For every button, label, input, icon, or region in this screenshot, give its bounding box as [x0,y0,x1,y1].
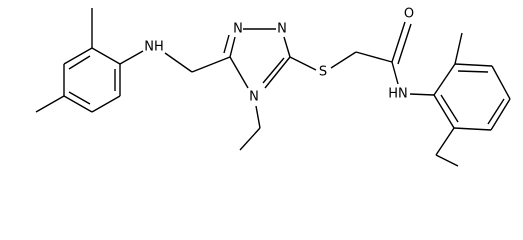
bond [63,95,93,113]
atom-label: O [404,7,414,22]
bond [164,52,193,73]
atom-label: HN [388,87,408,102]
bond [68,91,91,105]
bond [91,47,121,65]
bond [289,56,317,71]
bond [283,36,291,58]
bond [91,95,121,113]
bond [391,61,399,85]
atom-label: N [277,22,287,37]
bond [435,127,455,156]
bond [409,93,435,96]
bond [264,56,291,89]
bond [397,23,412,65]
bond [490,98,511,131]
atom-label: N [233,22,243,37]
bond [239,127,261,151]
bond [440,94,459,123]
bond [453,127,492,131]
bond [454,32,463,65]
bond [229,56,249,89]
bond [433,94,455,129]
bond [491,65,511,100]
bond [330,51,357,69]
bond [229,36,236,58]
bond [191,56,231,73]
bond [68,55,91,70]
bond [223,34,230,54]
bond [391,21,406,63]
atom-label: NH [144,40,164,55]
bond [487,98,505,125]
bond [454,63,493,67]
bond [355,51,393,63]
bond [119,50,144,65]
bond [63,47,93,65]
bond [435,154,459,167]
bond [35,95,65,113]
bond [262,57,285,84]
bond [433,63,456,96]
molecule: NH N N N S O HN [35,7,511,167]
bond [457,70,489,73]
atom-label: N [249,90,259,105]
bond [255,105,261,129]
atom-label: S [319,65,327,80]
bonds [35,8,511,167]
